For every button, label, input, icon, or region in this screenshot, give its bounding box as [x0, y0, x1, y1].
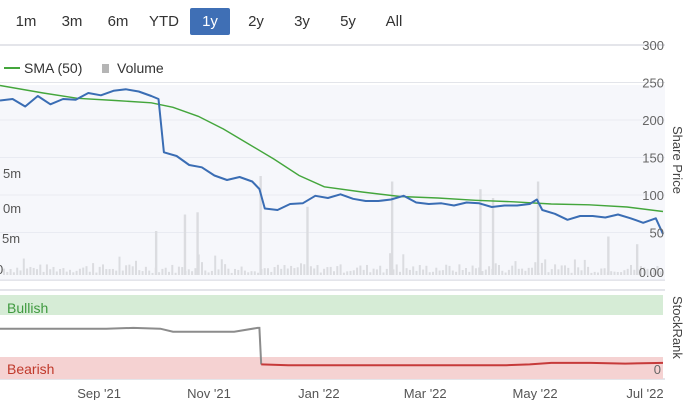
x-tick-label: Sep '21	[77, 386, 121, 400]
x-tick-label: Jul '22	[626, 386, 663, 400]
range-button-6m[interactable]: 6m	[107, 13, 129, 30]
legend-volume-marker	[102, 64, 109, 73]
price-tick-label: 0.00	[639, 265, 664, 280]
stockrank-zero-tick: 0	[654, 362, 661, 377]
x-tick-label: Nov '21	[187, 386, 231, 400]
x-tick-label: May '22	[513, 386, 558, 400]
share-price-axis-label: Share Price	[670, 126, 685, 194]
range-button-all[interactable]: All	[385, 13, 403, 30]
range-button-1m[interactable]: 1m	[15, 13, 37, 30]
legend: SMA (50) Volume	[4, 60, 164, 76]
price-tick-label: 200	[642, 113, 664, 128]
stockrank-line-bearish	[261, 361, 664, 367]
range-button-3m[interactable]: 3m	[61, 13, 83, 30]
stockrank-line-neutral	[0, 326, 263, 365]
range-button-5y[interactable]: 5y	[340, 13, 356, 30]
bearish-label: Bearish	[7, 361, 54, 377]
price-area-shade	[0, 85, 665, 280]
price-tick-label: 300	[642, 38, 664, 53]
bearish-band	[0, 357, 663, 379]
range-button-2y[interactable]: 2y	[248, 13, 264, 30]
volume-tick-label: 5m	[2, 231, 20, 246]
legend-sma-label[interactable]: SMA (50)	[24, 60, 82, 76]
price-line	[0, 88, 664, 235]
range-selector: 1m 3m 6m YTD 1y 2y 3y 5y All	[0, 8, 430, 36]
stockrank-axis-label: StockRank	[670, 296, 685, 359]
price-tick-label: 100	[642, 188, 664, 203]
volume-tick-label: 0	[0, 262, 3, 277]
range-button-ytd[interactable]: YTD	[149, 13, 179, 30]
volume-tick-label: 0m	[3, 201, 21, 216]
x-tick-label: Mar '22	[404, 386, 447, 400]
legend-volume-label[interactable]: Volume	[117, 60, 164, 76]
range-button-1y[interactable]: 1y	[190, 8, 230, 35]
bullish-label: Bullish	[7, 300, 48, 316]
stockrank-panel: Bullish Bearish 0 StockRank	[0, 295, 685, 379]
price-tick-label: 250	[642, 76, 664, 91]
volume-tick-label: 5m	[3, 166, 21, 181]
price-tick-label: 150	[642, 151, 664, 166]
bullish-band	[0, 295, 663, 315]
x-tick-label: Jan '22	[298, 386, 340, 400]
range-button-3y[interactable]: 3y	[294, 13, 310, 30]
price-tick-label: 50	[650, 226, 664, 241]
